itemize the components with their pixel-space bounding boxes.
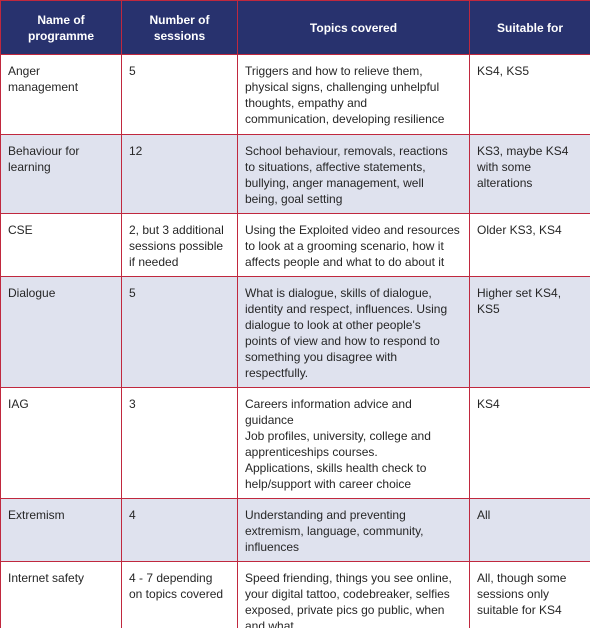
cell-sessions: 5 — [121, 54, 238, 135]
header-name-of-programme: Name of programme — [0, 0, 122, 55]
cell-sessions: 5 — [121, 276, 238, 388]
header-number-of-sessions: Number of sessions — [121, 0, 238, 55]
cell-programme-name: Behaviour for learning — [0, 134, 122, 214]
header-suitable-for: Suitable for — [469, 0, 590, 55]
table-header: Name of programme Number of sessions Top… — [0, 0, 590, 55]
cell-suitable-for: KS3, maybe KS4 with some alterations — [469, 134, 590, 214]
table-row: Internet safety 4 - 7 depending on topic… — [0, 561, 590, 628]
cell-topics: Triggers and how to relieve them, physic… — [237, 54, 470, 135]
cell-programme-name: IAG — [0, 387, 122, 499]
cell-topics: School behaviour, removals, reactions to… — [237, 134, 470, 214]
cell-sessions: 4 - 7 depending on topics covered — [121, 561, 238, 628]
cell-sessions: 4 — [121, 498, 238, 562]
cell-topics: What is dialogue, skills of dialogue, id… — [237, 276, 470, 388]
cell-sessions: 12 — [121, 134, 238, 214]
cell-programme-name: Internet safety — [0, 561, 122, 628]
cell-suitable-for: Higher set KS4, KS5 — [469, 276, 590, 388]
header-row: Name of programme Number of sessions Top… — [0, 0, 590, 55]
table-row: Dialogue 5 What is dialogue, skills of d… — [0, 276, 590, 388]
table-row: CSE 2, but 3 additional sessions possibl… — [0, 213, 590, 277]
cell-topics: Understanding and preventing extremism, … — [237, 498, 470, 562]
cell-suitable-for: All — [469, 498, 590, 562]
cell-sessions: 2, but 3 additional sessions possible if… — [121, 213, 238, 277]
header-topics-covered: Topics covered — [237, 0, 470, 55]
cell-topics: Using the Exploited video and resources … — [237, 213, 470, 277]
cell-programme-name: Extremism — [0, 498, 122, 562]
cell-suitable-for: Older KS3, KS4 — [469, 213, 590, 277]
cell-suitable-for: KS4, KS5 — [469, 54, 590, 135]
table-row: Extremism 4 Understanding and preventing… — [0, 498, 590, 562]
table-row: Behaviour for learning 12 School behavio… — [0, 134, 590, 214]
cell-sessions: 3 — [121, 387, 238, 499]
cell-programme-name: Dialogue — [0, 276, 122, 388]
cell-programme-name: CSE — [0, 213, 122, 277]
table-row: IAG 3 Careers information advice and gui… — [0, 387, 590, 499]
cell-suitable-for: All, though some sessions only suitable … — [469, 561, 590, 628]
cell-topics: Speed friending, things you see online, … — [237, 561, 470, 628]
cell-suitable-for: KS4 — [469, 387, 590, 499]
cell-topics: Careers information advice and guidance … — [237, 387, 470, 499]
table-row: Anger management 5 Triggers and how to r… — [0, 54, 590, 135]
cell-programme-name: Anger management — [0, 54, 122, 135]
table-body: Anger management 5 Triggers and how to r… — [0, 54, 590, 628]
